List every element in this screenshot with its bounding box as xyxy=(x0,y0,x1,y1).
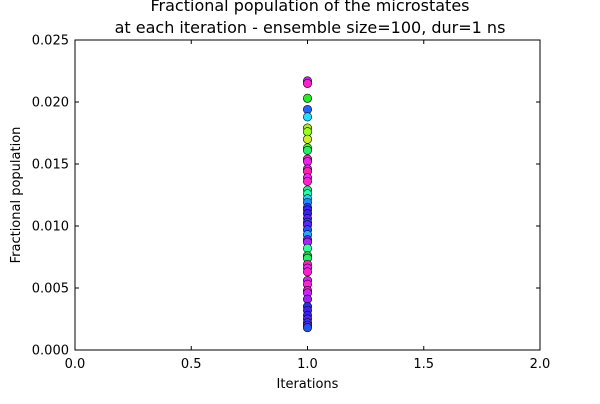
data-point xyxy=(302,323,312,333)
axis-ticks: 0.0 0.5 1.0 1.5 2.0 0.000 0.005 0.010 0.015 0.020… xyxy=(32,34,551,373)
y-tick-label: 0.020 xyxy=(32,96,69,111)
data-point xyxy=(302,127,312,137)
data-points xyxy=(302,76,312,333)
data-point xyxy=(302,267,312,277)
data-point xyxy=(302,93,312,103)
x-tick-label: 0.5 xyxy=(181,357,202,372)
x-axis-label: Iterations xyxy=(277,377,339,392)
data-point xyxy=(302,112,312,122)
x-tick-label: 1.0 xyxy=(297,357,318,372)
y-tick-label: 0.005 xyxy=(32,282,69,297)
y-tick-label: 0.000 xyxy=(32,344,69,359)
x-tick-label: 2.0 xyxy=(530,357,551,372)
data-point xyxy=(302,176,312,186)
data-point xyxy=(302,78,312,88)
chart-title-line-1: Fractional population of the microstates xyxy=(151,0,470,15)
data-point xyxy=(302,157,312,167)
data-point xyxy=(302,294,312,304)
x-tick-label: 0.0 xyxy=(65,357,86,372)
y-tick-label: 0.025 xyxy=(32,34,69,49)
y-tick-label: 0.010 xyxy=(32,220,69,235)
chart-title: Fractional population of the microstates… xyxy=(115,0,506,37)
y-axis-label: Fractional population xyxy=(9,127,24,264)
data-point xyxy=(302,145,312,155)
x-tick-label: 1.5 xyxy=(413,357,434,372)
data-point xyxy=(302,134,312,144)
chart-title-line-2: at each iteration - ensemble size=100, d… xyxy=(115,18,506,37)
y-tick-label: 0.015 xyxy=(32,158,69,173)
plot-frame xyxy=(74,39,541,351)
